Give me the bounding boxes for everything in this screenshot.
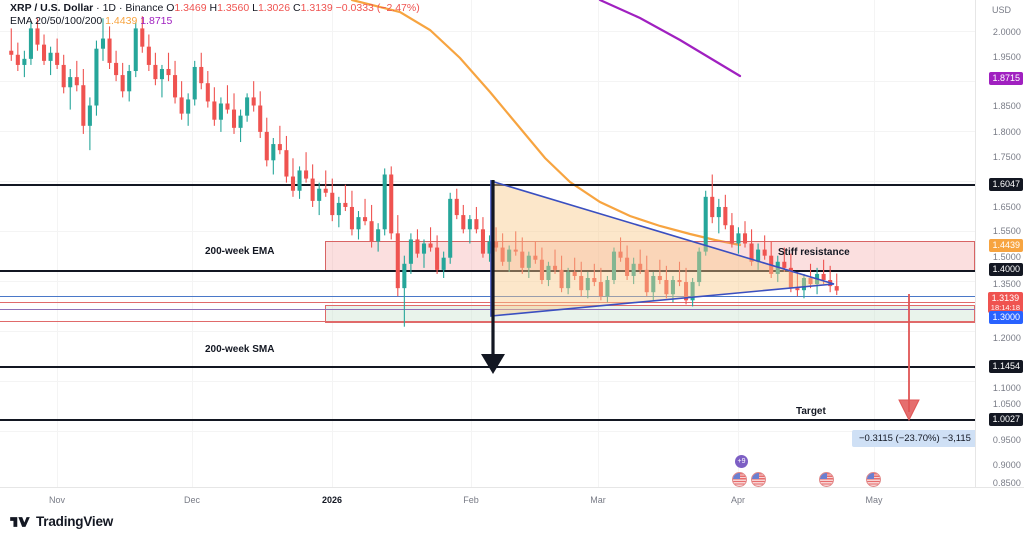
gridline-horizontal — [0, 181, 975, 182]
ohlc-high-value: 1.3560 — [217, 2, 250, 14]
exchange[interactable]: Binance — [125, 2, 164, 14]
countdown-timer: 18:14:18 — [990, 303, 1020, 312]
tradingview-wordmark: TradingView — [36, 514, 114, 529]
annotation-200-week-ema: 200-week EMA — [205, 246, 275, 257]
event-badge-icon[interactable]: +9 — [735, 455, 748, 468]
gridline-vertical — [471, 0, 472, 487]
price-tag-1-6047[interactable]: 1.6047 — [989, 178, 1023, 191]
gridline-horizontal — [0, 81, 975, 82]
price-tag-1-0027[interactable]: 1.0027 — [989, 413, 1023, 426]
ohlc-low-label: L — [252, 2, 258, 14]
symbol-name[interactable]: XRP / U.S. Dollar — [10, 2, 94, 14]
time-tick-apr: Apr — [730, 495, 746, 505]
us-flag-event-icon[interactable] — [751, 472, 766, 487]
price-tag-ema200[interactable]: 1.8715 — [989, 72, 1023, 85]
measurement-badge[interactable]: −0.3115 (−23.70%) −3,115 — [852, 430, 975, 447]
tradingview-logo-icon — [10, 516, 30, 527]
annotation-stiff-resistance: Stiff resistance — [778, 247, 850, 258]
gridline-horizontal — [0, 231, 975, 232]
gridline-vertical — [57, 0, 58, 487]
indicator-row[interactable]: EMA 20/50/100/200 1.4439 1.8715 — [10, 15, 420, 28]
annotation-target: Target — [796, 406, 826, 417]
sep: · — [118, 2, 123, 14]
time-tick-feb: Feb — [463, 495, 479, 505]
level-line-1-3139[interactable] — [0, 296, 975, 297]
change-absolute: −0.0333 — [335, 2, 374, 14]
us-flag-event-icon[interactable] — [819, 472, 834, 487]
time-tick-dec: Dec — [183, 495, 201, 505]
price-tick: 1.2000 — [992, 333, 1021, 343]
level-line-support-lower[interactable] — [0, 321, 975, 322]
price-tick: 1.8500 — [992, 101, 1021, 111]
price-tag-last-price[interactable]: 1.3139 18:14:18 — [987, 292, 1023, 313]
time-tick-may: May — [865, 495, 883, 505]
interval[interactable]: 1D — [102, 2, 117, 14]
price-tick: 1.1000 — [992, 383, 1021, 393]
time-scale[interactable]: Nov Dec 2026 Feb Mar Apr May — [0, 487, 1024, 513]
time-tick-nov: Nov — [48, 495, 66, 505]
level-line-1-4000[interactable] — [0, 270, 975, 272]
price-tag-ema20[interactable]: 1.4439 — [989, 239, 1023, 252]
indicator-value-1: 1.4439 — [105, 15, 138, 27]
ohlc-high-label: H — [209, 2, 218, 14]
chart-legend[interactable]: XRP / U.S. Dollar · 1D · Binance O1.3469… — [10, 2, 420, 28]
ohlc-low-value: 1.3026 — [257, 2, 291, 14]
price-tag-1-1454[interactable]: 1.1454 — [989, 360, 1023, 373]
indicator-value-2: 1.8715 — [140, 15, 173, 27]
change-percent: (−2.47%) — [376, 2, 420, 14]
ohlc-open-value: 1.3469 — [174, 2, 207, 14]
us-flag-event-icon[interactable] — [732, 472, 747, 487]
tradingview-watermark: TradingView — [10, 514, 113, 529]
time-tick-mar: Mar — [590, 495, 606, 505]
indicator-name[interactable]: EMA 20/50/100/200 — [10, 15, 103, 27]
annotation-200-week-sma: 200-week SMA — [205, 344, 275, 355]
level-line-1-6047[interactable] — [0, 184, 975, 186]
us-flag-event-icon[interactable] — [866, 472, 881, 487]
gridline-horizontal — [0, 431, 975, 432]
ohlc-close-value: 1.3139 — [300, 2, 333, 14]
gridline-horizontal — [0, 281, 975, 282]
price-tick: 1.8000 — [992, 127, 1021, 137]
price-tick: 1.5500 — [992, 226, 1021, 236]
price-tick: 1.0500 — [992, 399, 1021, 409]
gridline-vertical — [192, 0, 193, 487]
price-tick: 0.8500 — [992, 478, 1021, 488]
level-line-1-0027[interactable] — [0, 419, 975, 421]
price-tick: 1.7500 — [992, 152, 1021, 162]
price-tick: 0.9500 — [992, 435, 1021, 445]
symbol-info-row: XRP / U.S. Dollar · 1D · Binance O1.3469… — [10, 2, 420, 15]
time-tick-2026: 2026 — [321, 495, 343, 505]
chart-pane[interactable]: 200-week EMA 200-week SMA Stiff resistan… — [0, 0, 975, 487]
level-line-support-upper[interactable] — [0, 302, 975, 303]
last-price-value: 1.3139 — [991, 293, 1020, 303]
price-tick: 1.6500 — [992, 202, 1021, 212]
price-tick: 1.3500 — [992, 279, 1021, 289]
price-tick: 2.0000 — [992, 27, 1021, 37]
price-tag-1-4000[interactable]: 1.4000 — [989, 263, 1023, 276]
ohlc-open-label: O — [166, 2, 175, 14]
sep: · — [96, 2, 100, 14]
ohlc-close-label: C — [293, 2, 301, 14]
gridline-vertical — [874, 0, 875, 487]
price-tick: 0.9000 — [992, 460, 1021, 470]
gridline-horizontal — [0, 381, 975, 382]
gridline-horizontal — [0, 331, 975, 332]
price-tick: 1.9500 — [992, 52, 1021, 62]
candlestick-series[interactable] — [0, 0, 975, 487]
price-scale[interactable]: USD 2.0000 1.9500 1.9000 1.8500 1.8000 1… — [975, 0, 1024, 488]
gridline-horizontal — [0, 131, 975, 132]
price-tag-1-3000[interactable]: 1.3000 — [989, 311, 1023, 324]
price-tick: 1.5000 — [992, 252, 1021, 262]
gridline-horizontal — [0, 31, 975, 32]
gridline-vertical — [332, 0, 333, 487]
price-scale-unit: USD — [991, 5, 1011, 15]
level-line-1-3000[interactable] — [0, 309, 975, 310]
